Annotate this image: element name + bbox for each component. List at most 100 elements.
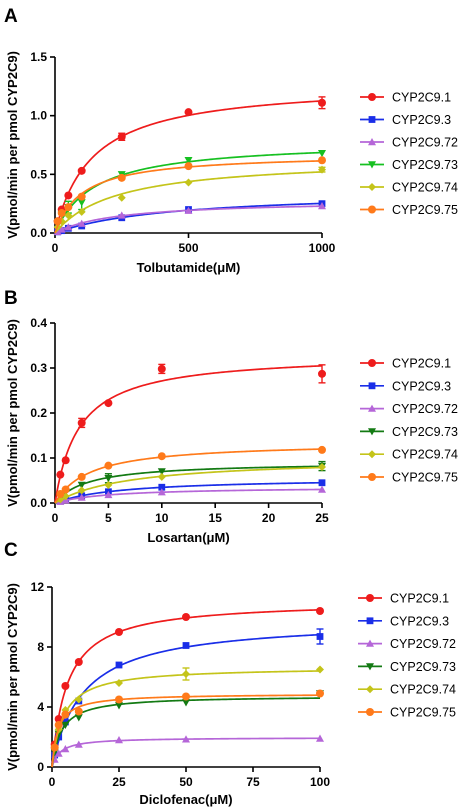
legend-marker (368, 473, 376, 481)
legend-label: CYP2C9.72 (390, 637, 456, 651)
legend-marker (368, 359, 376, 367)
x-axis-title: Losartan(μM) (147, 530, 229, 545)
data-point (104, 461, 113, 470)
legend-marker (366, 708, 374, 716)
x-tick-label: 10 (155, 511, 169, 525)
data-point (318, 445, 326, 454)
data-point (316, 607, 324, 615)
fit-curve (54, 488, 323, 504)
data-point (318, 165, 326, 174)
legend-label: CYP2C9.75 (392, 203, 458, 217)
legend-label: CYP2C9.3 (392, 379, 451, 393)
legend-label: CYP2C9.72 (392, 402, 458, 416)
data-point (77, 418, 86, 427)
data-point (64, 191, 73, 200)
data-point (77, 207, 86, 216)
y-tick-label: 4 (37, 700, 44, 714)
data-point (182, 670, 190, 678)
data-point (74, 658, 83, 666)
x-axis-title: Tolbutamide(μM) (137, 260, 241, 275)
data-point (57, 225, 66, 233)
x-tick-label: 100 (310, 775, 330, 789)
data-point (316, 633, 324, 640)
x-tick-label: 5 (105, 511, 112, 525)
data-point (77, 192, 86, 201)
legend-label: CYP2C9.1 (390, 592, 449, 606)
data-point (50, 743, 59, 752)
fit-curve (54, 465, 323, 504)
data-point (77, 219, 86, 227)
data-point (182, 692, 190, 701)
series-cyp2c9-74 (50, 665, 324, 768)
data-point (104, 399, 113, 408)
y-axis-title: V(pmol/min per pmol CYP2C9) (5, 583, 20, 771)
y-tick-label: 1.0 (30, 109, 47, 123)
y-tick-label: 0.4 (30, 316, 47, 330)
x-tick-label: 15 (209, 511, 223, 525)
y-tick-label: 1.5 (30, 50, 47, 64)
y-tick-label: 0.1 (30, 451, 47, 465)
data-point (182, 699, 190, 707)
series-cyp2c9-72 (54, 485, 326, 505)
legend-marker (368, 404, 376, 412)
data-point (54, 721, 63, 729)
y-tick-label: 0.0 (30, 226, 47, 240)
data-point (56, 490, 65, 498)
fit-curve (54, 448, 323, 504)
legend-label: CYP2C9.1 (392, 357, 451, 371)
data-point (57, 209, 66, 218)
legend-marker (368, 450, 376, 459)
legend-marker (368, 428, 376, 436)
y-tick-label: 0.3 (30, 361, 47, 375)
legend-marker (366, 617, 374, 625)
data-point (117, 132, 126, 141)
legend-label: CYP2C9.3 (390, 614, 449, 628)
data-point (104, 475, 113, 483)
data-point (77, 472, 86, 481)
legend-label: CYP2C9.75 (390, 706, 456, 720)
data-point (316, 689, 324, 698)
data-point (61, 456, 70, 465)
series-cyp2c9-75 (50, 689, 324, 768)
panel-letter: A (4, 6, 18, 27)
y-tick-label: 0 (37, 760, 44, 774)
data-point (115, 628, 123, 636)
x-tick-label: 500 (178, 241, 198, 255)
data-point (104, 481, 113, 489)
data-point (64, 211, 73, 220)
data-point (64, 223, 73, 231)
series-cyp2c9-75 (54, 445, 326, 504)
legend-marker (366, 639, 374, 647)
legend-label: CYP2C9.74 (392, 181, 458, 195)
data-point (184, 206, 193, 214)
y-tick-label: 12 (31, 580, 45, 594)
legend-marker (368, 183, 376, 191)
data-point (74, 740, 83, 748)
data-point (61, 710, 70, 719)
data-point (117, 173, 126, 182)
y-tick-label: 0.0 (30, 496, 47, 510)
fit-curve (51, 670, 321, 768)
x-tick-label: 20 (262, 511, 276, 525)
data-point (61, 745, 70, 753)
legend-label: CYP2C9.1 (392, 91, 451, 105)
legend-label: CYP2C9.74 (392, 448, 458, 462)
y-tick-label: 8 (37, 640, 44, 654)
series-cyp2c9-73 (50, 690, 324, 768)
panel-a: A 0.0 0.5 1.0 1.5 0 500 1000 Tolbutamide(μM) V(pm… (4, 6, 458, 275)
series-cyp2c9-72 (50, 734, 324, 768)
data-point (316, 665, 324, 674)
fit-curve (54, 466, 323, 504)
x-tick-label: 1000 (309, 241, 336, 255)
y-tick-label: 0.2 (30, 406, 47, 420)
data-point (184, 162, 193, 171)
legend-label: CYP2C9.73 (392, 425, 458, 439)
data-point (54, 749, 63, 757)
data-point (117, 211, 126, 219)
x-tick-label: 75 (246, 775, 260, 789)
panel-letter: C (4, 540, 18, 561)
data-point (77, 199, 86, 207)
data-point (157, 364, 166, 373)
legend-label: CYP2C9.72 (392, 136, 458, 150)
fit-curve (54, 364, 323, 504)
